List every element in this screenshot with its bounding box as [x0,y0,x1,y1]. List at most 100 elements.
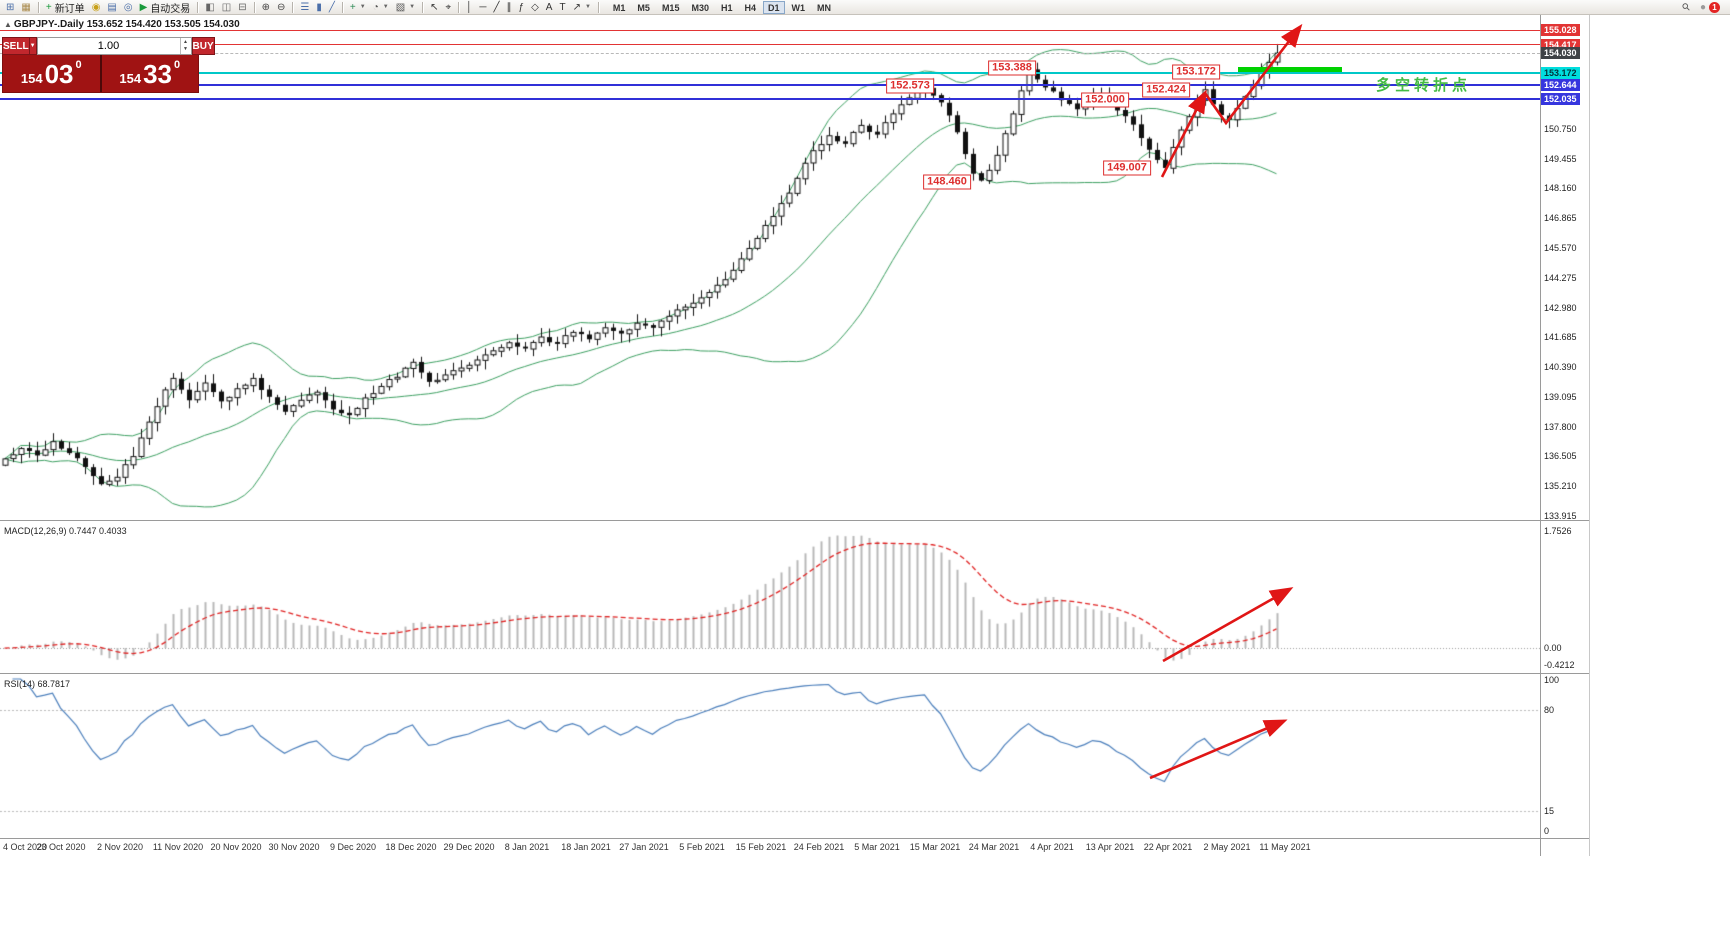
timeframe-button-m1[interactable]: M1 [612,2,626,13]
zoom-out-icon: ⊖ [277,1,286,13]
sell-price-int: 154 [20,71,43,86]
candlestick-chart-button[interactable]: ▮ [313,1,325,14]
data-window-button[interactable]: ▤ [104,1,119,14]
order-type-dropdown-icon[interactable]: ▼ [29,37,37,55]
sell-price-point: 0 [75,59,82,71]
notification-count-badge[interactable]: 1 [1709,1,1720,13]
volume-increase-icon[interactable]: ▲ [183,39,188,45]
arrows-button[interactable]: ↗ ▼ [570,1,594,14]
channel-button[interactable]: ∥ [504,1,515,14]
shapes-button[interactable]: ◇ [528,1,542,14]
time-axis-label: 29 Dec 2020 [443,842,495,852]
navigator-button[interactable]: ◎ [121,1,136,14]
time-axis-label: 24 Feb 2021 [793,842,845,852]
sell-button[interactable]: SELL [2,37,30,55]
buy-button[interactable]: BUY [191,37,215,55]
indicators-button[interactable]: + ▼ [347,1,369,14]
support-resistance-line[interactable] [1238,67,1342,72]
price-axis-tick: 137.800 [1544,422,1577,432]
timeframe-button-mn[interactable]: MN [817,2,832,13]
price-annotation[interactable]: 153.172 [1172,64,1220,80]
price-annotation[interactable]: 152.573 [886,78,934,94]
arrange-windows-icon: ⊟ [238,1,247,13]
crosshair-button[interactable]: ⌖ [443,1,455,14]
text-button[interactable]: A [543,1,556,14]
templates-dropdown-icon[interactable]: ▼ [409,4,416,10]
price-level-line[interactable] [0,98,1540,100]
cursor-button[interactable]: ↖ [427,1,441,14]
alerts-icon: ● [1699,1,1706,13]
market-watch-button[interactable]: ◉ [89,1,104,14]
price-annotation[interactable]: 153.388 [988,60,1036,76]
rsi-axis-tick: 80 [1544,705,1555,715]
zoom-out-button[interactable]: ⊖ [274,1,288,14]
time-axis-label: 22 Apr 2021 [1143,842,1193,852]
price-chart-canvas[interactable] [0,15,1540,520]
periods-dropdown-icon[interactable]: ▼ [382,4,389,10]
price-annotation[interactable]: 149.007 [1103,160,1151,176]
autotrading-label: 自动交易 [150,3,191,15]
price-level-line[interactable] [0,53,1540,54]
price-level-line[interactable] [0,84,1540,86]
volume-input[interactable] [37,38,180,54]
macd-indicator-label: MACD(12,26,9) 0.7447 0.4033 [4,526,127,536]
macd-axis-tick: -0.4212 [1544,660,1575,670]
timeframe-button-m5[interactable]: M5 [637,2,650,13]
panel-separator[interactable] [0,838,1589,839]
price-level-line[interactable] [0,30,1540,31]
buy-price-display[interactable]: 154 33 0 [102,55,199,92]
price-level-line[interactable] [0,72,1540,74]
new-chart-icon: ⊞ [6,1,15,13]
timeframe-button-w1[interactable]: W1 [791,2,806,13]
new-chart-button[interactable]: ⊞ [3,1,17,14]
sell-price-display[interactable]: 154 03 0 [3,55,100,92]
fibonacci-button[interactable]: ƒ [516,1,528,14]
price-annotation[interactable]: 152.424 [1142,82,1190,98]
timeframe-button-h4[interactable]: H4 [744,2,756,13]
channel-icon: ∥ [506,1,512,13]
price-axis-chip: 152.035 [1541,93,1580,105]
cursor-icon: ↖ [430,1,439,13]
panel-separator[interactable] [0,520,1589,521]
arrows-dropdown-icon[interactable]: ▼ [584,4,591,10]
timeframe-button-h1[interactable]: H1 [720,2,733,13]
vertical-line-button[interactable]: │ [463,1,475,14]
bar-chart-icon: ☰ [300,1,310,13]
candlestick-chart-icon: ▮ [316,1,322,13]
timeframe-button-d1[interactable]: D1 [763,0,785,14]
price-axis-border [1540,15,1541,856]
macd-panel-canvas[interactable] [0,522,1540,673]
timeframe-button-m30[interactable]: M30 [691,2,709,13]
rsi-panel-canvas[interactable] [0,675,1540,838]
search-button[interactable]: ⚲ [1680,1,1693,14]
templates-button[interactable]: ▧ ▼ [393,1,418,14]
panel-separator[interactable] [0,673,1589,674]
line-chart-button[interactable]: ╱ [326,1,338,14]
horizontal-line-button[interactable]: ─ [476,1,489,14]
time-axis-label: 9 Dec 2020 [329,842,377,852]
price-level-line[interactable] [0,44,1540,45]
new-order-button[interactable]: + 新订单 [43,1,88,15]
cascade-windows-button[interactable]: ◧ [202,1,217,14]
arrange-windows-button[interactable]: ⊟ [235,1,249,14]
price-annotation[interactable]: 152.000 [1081,92,1129,108]
zoom-in-button[interactable]: ⊕ [259,1,273,14]
periods-button[interactable]: ◔ ▼ [370,1,392,14]
toolbar-separator [597,1,599,13]
text-label-button[interactable]: T [556,1,568,14]
price-annotation[interactable]: 148.460 [923,174,971,190]
timeframe-button-m15[interactable]: M15 [661,2,680,13]
bar-chart-button[interactable]: ☰ [297,1,312,14]
tile-windows-button[interactable]: ◫ [219,1,234,14]
periods-icon: ◔ [372,1,379,13]
volume-spinner[interactable]: ▲ ▼ [179,38,191,54]
indicators-dropdown-icon[interactable]: ▼ [359,4,366,10]
profiles-button[interactable]: ▦ [18,1,33,14]
alerts-button[interactable]: ● 1 [1697,1,1723,14]
trendline-button[interactable]: ╱ [490,1,502,14]
rsi-axis-tick: 15 [1544,806,1555,816]
time-axis-label: 4 Oct 2020 [3,842,48,852]
volume-decrease-icon[interactable]: ▼ [183,46,188,52]
autotrading-button[interactable]: ▶ 自动交易 [137,1,194,15]
chart-note-text[interactable]: 多空转折点 [1376,77,1472,94]
